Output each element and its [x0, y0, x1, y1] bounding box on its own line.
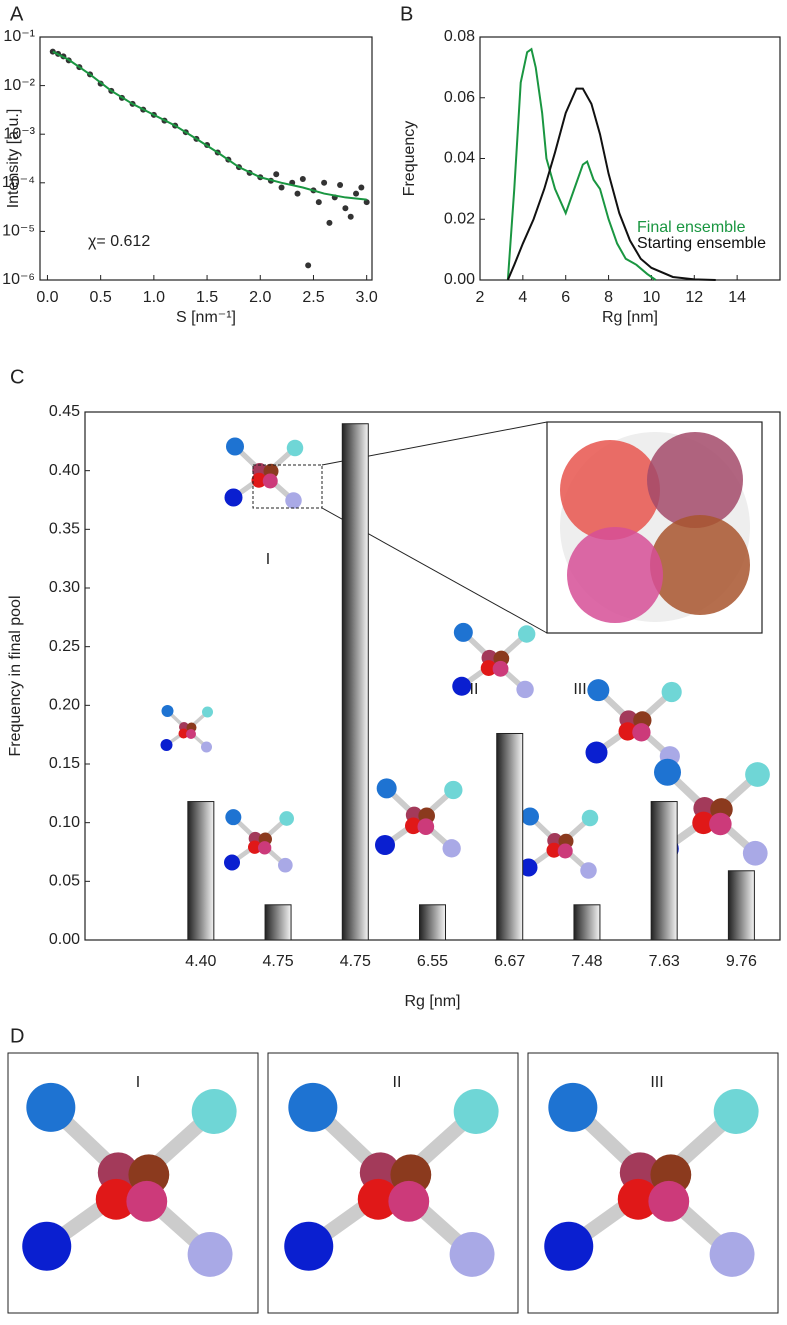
x-tick-label: 7.63 — [649, 953, 680, 970]
legend-label: Starting ensemble — [637, 235, 766, 252]
bar — [419, 904, 446, 941]
structure-label: I — [136, 1074, 140, 1091]
x-tick-label: 2 — [476, 289, 485, 306]
data-point — [363, 199, 370, 206]
y-axis-label: Frequency in final pool — [7, 596, 24, 757]
data-point — [353, 190, 360, 197]
x-tick-label: 8 — [604, 289, 613, 306]
x-tick-label: 4 — [518, 289, 527, 306]
y-tick-label: 10⁻⁶ — [2, 271, 35, 288]
x-tick-label: 4.75 — [340, 953, 371, 970]
annotation: I — [266, 551, 270, 568]
data-point — [342, 205, 349, 212]
x-tick-label: 1.0 — [143, 289, 165, 306]
y-tick-label: 10⁻⁴ — [2, 174, 35, 191]
x-tick-label: 6 — [561, 289, 570, 306]
y-tick-label: 0.00 — [444, 271, 475, 288]
bar — [264, 904, 292, 941]
y-tick-label: 0.08 — [444, 28, 475, 45]
x-tick-label: 14 — [728, 289, 746, 306]
y-tick-label: 0.15 — [49, 755, 80, 772]
y-tick-label: 0.40 — [49, 462, 80, 479]
x-tick-label: 1.5 — [196, 289, 218, 306]
y-tick-label: 10⁻³ — [3, 125, 35, 142]
series-line — [506, 87, 716, 281]
bar — [341, 423, 369, 941]
bar — [727, 870, 755, 941]
x-axis-label: Rg [nm] — [602, 309, 658, 326]
data-point — [337, 182, 344, 189]
data-point — [321, 179, 328, 186]
x-axis-label: S [nm⁻¹] — [176, 309, 236, 326]
annotation: II — [470, 681, 479, 698]
panel-letter: C — [10, 366, 24, 388]
data-point — [299, 175, 306, 182]
x-tick-label: 10 — [643, 289, 661, 306]
x-tick-label: 4.40 — [185, 953, 216, 970]
x-tick-label: 6.67 — [494, 953, 525, 970]
annotation: III — [573, 681, 586, 698]
data-point — [305, 262, 312, 269]
data-point — [358, 184, 365, 191]
panel-letter: A — [10, 3, 24, 25]
data-point — [326, 219, 333, 226]
x-tick-label: 9.76 — [726, 953, 757, 970]
y-tick-label: 0.25 — [49, 638, 80, 655]
x-tick-label: 3.0 — [356, 289, 378, 306]
panel-letter: B — [400, 3, 413, 25]
x-tick-label: 7.48 — [571, 953, 602, 970]
x-tick-label: 12 — [685, 289, 703, 306]
legend-label: Final ensemble — [637, 219, 746, 236]
y-tick-label: 0.05 — [49, 873, 80, 890]
bar — [496, 732, 524, 941]
bar — [187, 801, 215, 941]
y-tick-label: 0.30 — [49, 579, 80, 596]
x-axis-label: Rg [nm] — [404, 993, 460, 1010]
y-tick-label: 0.04 — [444, 150, 475, 167]
x-tick-label: 2.5 — [302, 289, 324, 306]
y-tick-label: 10⁻² — [3, 77, 35, 94]
data-point — [315, 199, 322, 206]
y-axis-label: Frequency — [401, 121, 418, 197]
data-point — [294, 190, 301, 197]
y-tick-label: 0.10 — [49, 814, 80, 831]
y-tick-label: 10⁻⁵ — [2, 223, 35, 240]
annotation: χ= 0.612 — [88, 233, 150, 250]
decoration — [7, 421, 779, 1314]
plot-frame — [39, 36, 373, 281]
x-tick-label: 6.55 — [417, 953, 448, 970]
y-tick-label: 0.02 — [444, 210, 475, 227]
series-line — [506, 47, 657, 281]
series-line — [52, 50, 367, 201]
y-tick-label: 0.45 — [49, 403, 80, 420]
y-tick-label: 10⁻¹ — [3, 28, 35, 45]
y-tick-label: 0.20 — [49, 697, 80, 714]
y-tick-label: 0.06 — [444, 89, 475, 106]
panel-letter: D — [10, 1025, 24, 1047]
y-tick-label: 0.00 — [49, 931, 80, 948]
y-axis-label: Intensity [a.u.] — [5, 109, 22, 209]
x-tick-label: 2.0 — [249, 289, 271, 306]
y-tick-label: 0.35 — [49, 521, 80, 538]
x-tick-label: 4.75 — [262, 953, 293, 970]
x-tick-label: 0.0 — [36, 289, 58, 306]
structure-label: II — [393, 1074, 402, 1091]
data-point — [273, 171, 280, 178]
structure-label: III — [650, 1074, 663, 1091]
bar — [573, 904, 601, 941]
data-point — [278, 184, 285, 191]
data-point — [347, 213, 354, 220]
bar — [650, 801, 678, 941]
x-tick-label: 0.5 — [90, 289, 112, 306]
